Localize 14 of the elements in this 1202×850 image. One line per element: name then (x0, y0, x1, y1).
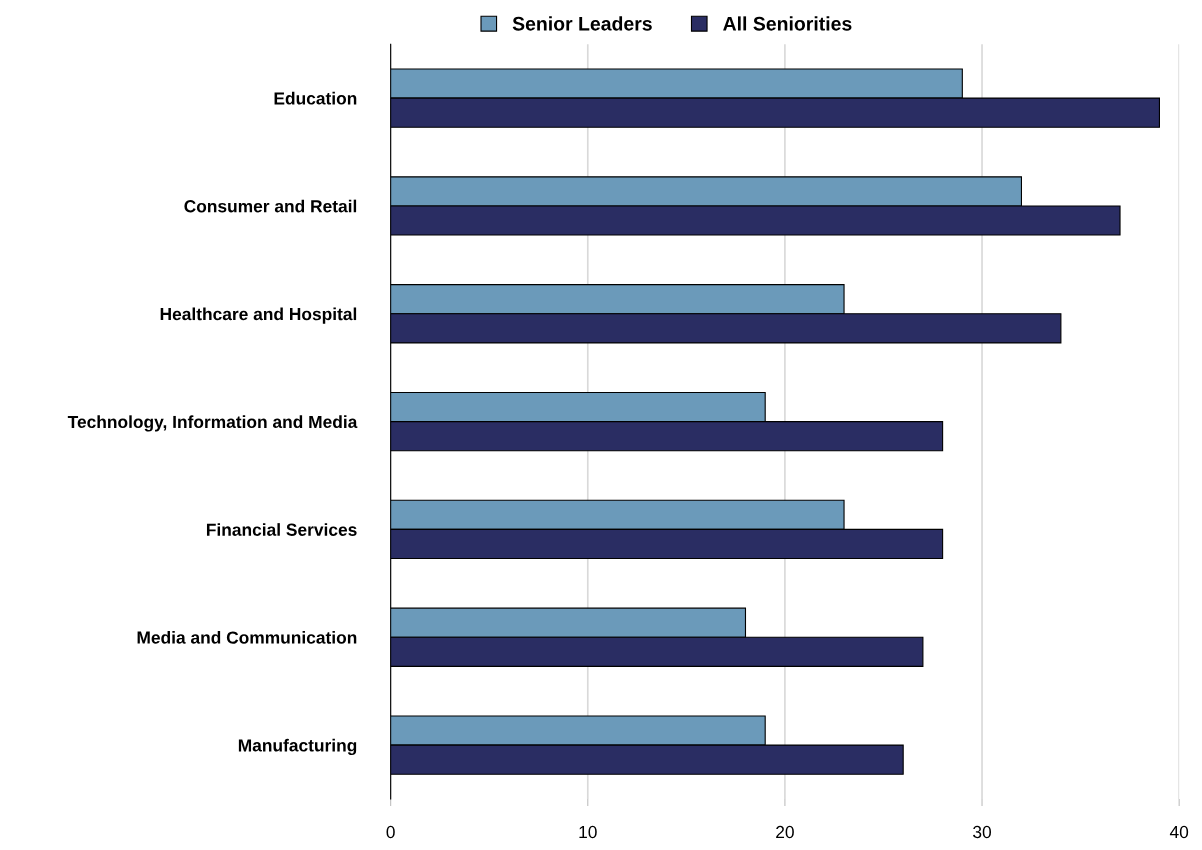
y-tick-label: Media and Communication (137, 630, 357, 644)
x-tick-label: 10 (579, 825, 597, 839)
legend-label: All Seniorities (723, 16, 852, 31)
legend-label: Senior Leaders (512, 16, 652, 31)
x-tick-label: 40 (1169, 825, 1189, 839)
x-tick-label: 20 (776, 825, 794, 839)
y-tick-label: Healthcare and Hospital (160, 307, 357, 324)
x-tick-label: 30 (973, 825, 992, 839)
y-tick-label: Education (274, 91, 357, 105)
x-tick-label: 0 (386, 825, 395, 839)
y-tick-label: Manufacturing (238, 738, 357, 756)
y-tick-label: Financial Services (206, 523, 357, 536)
y-tick-label: Technology, Information and Media (67, 415, 358, 432)
y-tick-label: Consumer and Retail (184, 199, 357, 213)
